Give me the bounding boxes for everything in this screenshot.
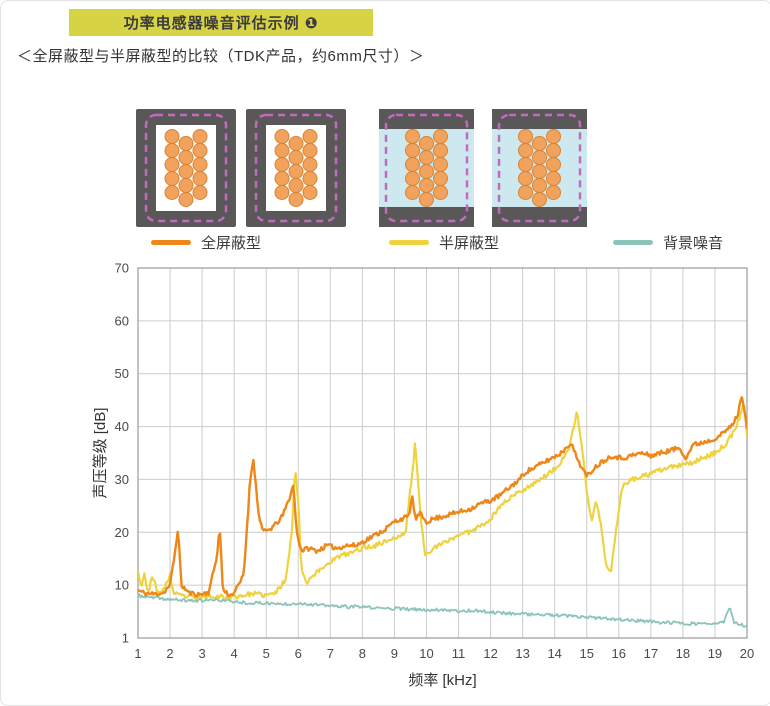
svg-text:20: 20 bbox=[115, 525, 129, 540]
svg-text:7: 7 bbox=[327, 646, 334, 661]
figure-subtitle: ＜全屏蔽型与半屏蔽型的比较（TDK产品，约6mm尺寸）＞ bbox=[17, 48, 425, 65]
bottom-core-plate bbox=[379, 207, 474, 227]
svg-text:50: 50 bbox=[115, 366, 129, 381]
svg-text:19: 19 bbox=[708, 646, 722, 661]
svg-text:70: 70 bbox=[115, 261, 129, 276]
half-shield-inductor-diagram bbox=[379, 109, 587, 227]
svg-text:20: 20 bbox=[740, 646, 754, 661]
svg-text:30: 30 bbox=[115, 472, 129, 487]
svg-text:13: 13 bbox=[515, 646, 529, 661]
series-line-全屏蔽型 bbox=[138, 396, 747, 598]
legend-label: 全屏蔽型 bbox=[201, 235, 262, 252]
legend-item-full-shield: 全屏蔽型 bbox=[151, 232, 261, 253]
svg-text:4: 4 bbox=[231, 646, 238, 661]
shield-outline bbox=[497, 113, 582, 223]
full-shield-unit-1 bbox=[136, 109, 236, 227]
svg-text:40: 40 bbox=[115, 419, 129, 434]
svg-text:14: 14 bbox=[547, 646, 561, 661]
coil-icon bbox=[518, 129, 561, 207]
top-core-plate bbox=[492, 109, 587, 129]
svg-text:1: 1 bbox=[134, 646, 141, 661]
svg-text:12: 12 bbox=[483, 646, 497, 661]
half-shield-unit-2 bbox=[492, 109, 587, 227]
bottom-core-plate bbox=[492, 207, 587, 227]
svg-text:10: 10 bbox=[419, 646, 433, 661]
top-core-plate bbox=[379, 109, 474, 129]
svg-text:2: 2 bbox=[166, 646, 173, 661]
svg-text:10: 10 bbox=[115, 578, 129, 593]
page-title: 功率电感器噪音评估示例 ❶ bbox=[69, 9, 373, 36]
legend-item-half-shield: 半屏蔽型 bbox=[389, 232, 499, 253]
full-shield-inductor-diagram: #coil-cluster circle{fill:var(--coil-fil… bbox=[136, 109, 346, 227]
legend-label: 背景噪音 bbox=[663, 235, 724, 252]
series-line-半屏蔽型 bbox=[138, 403, 747, 601]
svg-text:5: 5 bbox=[263, 646, 270, 661]
coil-icon bbox=[274, 129, 318, 207]
svg-text:声压等级 [dB]: 声压等级 [dB] bbox=[91, 408, 109, 499]
background-noise-line-swatch bbox=[613, 240, 653, 245]
svg-text:1: 1 bbox=[122, 631, 129, 646]
svg-text:11: 11 bbox=[452, 646, 466, 661]
shield-outline bbox=[144, 113, 228, 223]
svg-text:6: 6 bbox=[295, 646, 302, 661]
legend-item-background-noise: 背景噪音 bbox=[613, 232, 723, 253]
full-shield-unit-2 bbox=[246, 109, 346, 227]
coil-icon bbox=[164, 129, 208, 207]
half-shield-unit-1 bbox=[379, 109, 474, 227]
noise-level-chart: 1 2 3 4 5 6 7 8 9 10 11 12 13 14 15 16 17 18 19 20706050403… bbox=[91, 261, 754, 690]
half-shield-line-swatch bbox=[389, 240, 429, 245]
svg-text:3: 3 bbox=[198, 646, 205, 661]
full-shield-line-swatch bbox=[151, 240, 191, 245]
svg-text:17: 17 bbox=[644, 646, 658, 661]
svg-text:9: 9 bbox=[391, 646, 398, 661]
coil-icon bbox=[405, 129, 448, 207]
legend-label: 半屏蔽型 bbox=[439, 235, 500, 252]
series-line-背景噪音 bbox=[138, 593, 747, 628]
svg-text:8: 8 bbox=[359, 646, 366, 661]
shield-outline bbox=[254, 113, 338, 223]
shield-outline bbox=[384, 113, 469, 223]
svg-text:16: 16 bbox=[612, 646, 626, 661]
svg-text:15: 15 bbox=[580, 646, 594, 661]
svg-text:频率 [kHz]: 频率 [kHz] bbox=[408, 672, 476, 689]
svg-text:18: 18 bbox=[676, 646, 690, 661]
svg-text:60: 60 bbox=[115, 313, 129, 328]
